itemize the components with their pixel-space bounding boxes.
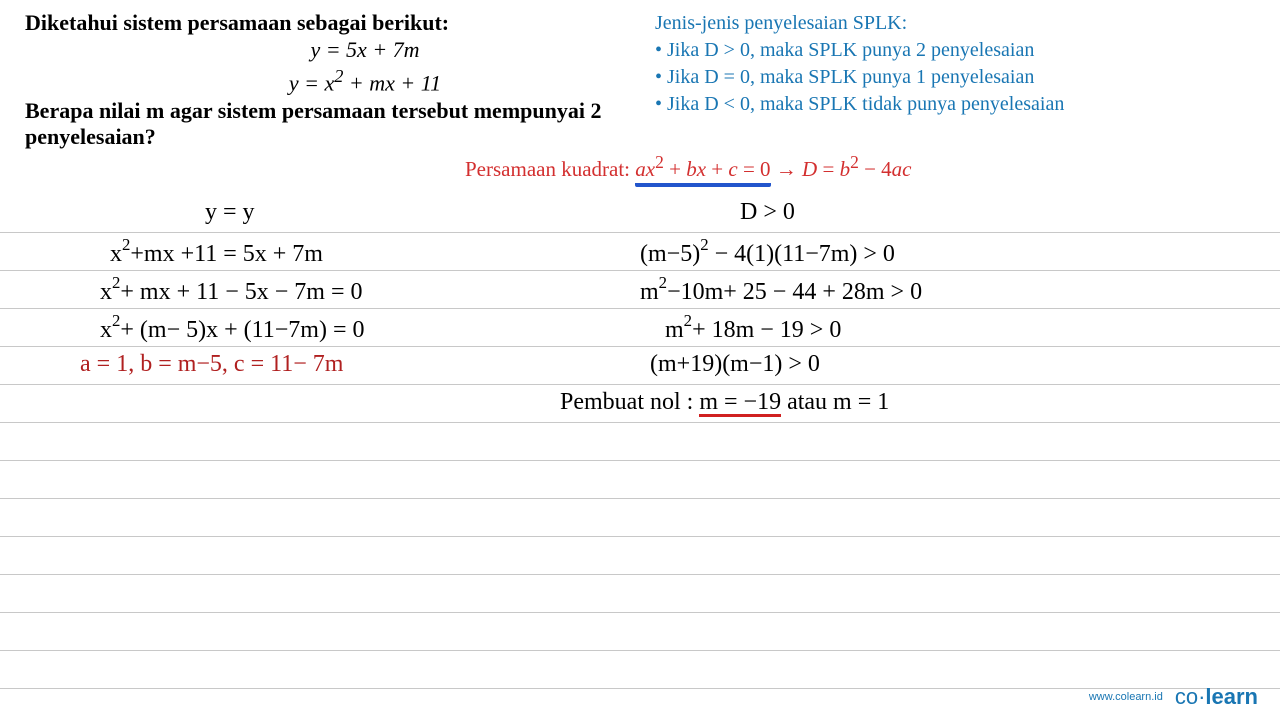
handwriting-line: (m+19)(m−1) > 0 <box>650 351 820 378</box>
handwriting-line: x2+ (m− 5)x + (11−7m) = 0 <box>100 313 364 344</box>
splk-info: Jenis-jenis penyelesaian SPLK: Jika D > … <box>645 10 1255 150</box>
rule-line <box>0 537 1280 575</box>
quadratic-expr: ax2 + bx + c = 0 → D = b2 − 4ac <box>635 157 911 181</box>
problem-title-2: Berapa nilai m agar sistem persamaan ter… <box>25 98 645 124</box>
handwriting-line: Pembuat nol : m = −19 atau m = 1 <box>560 389 889 417</box>
logo-brand: co·learn <box>1175 684 1258 709</box>
problem-title-1: Diketahui sistem persamaan sebagai berik… <box>25 10 645 36</box>
handwriting-line: m2−10m+ 25 − 44 + 28m > 0 <box>640 275 922 306</box>
notebook-area: y = y x2+mx +11 = 5x + 7m x2+ mx + 11 − 5x… <box>0 195 1280 689</box>
handwriting-line: x2+ mx + 11 − 5x − 7m = 0 <box>100 275 363 306</box>
problem-title-3: penyelesaian? <box>25 124 645 150</box>
handwriting-line: x2+mx +11 = 5x + 7m <box>110 237 323 268</box>
logo-area: www.colearn.id co·learn <box>1089 684 1258 710</box>
problem-block: Diketahui sistem persamaan sebagai berik… <box>25 10 645 150</box>
splk-item: Jika D < 0, maka SPLK tidak punya penyel… <box>669 91 1255 118</box>
splk-heading: Jenis-jenis penyelesaian SPLK: <box>655 10 1255 37</box>
splk-list: Jika D > 0, maka SPLK punya 2 penyelesai… <box>655 37 1255 118</box>
handwriting-line: D > 0 <box>740 199 795 226</box>
handwriting-line: a = 1, b = m−5, c = 11− 7m <box>80 351 343 378</box>
rule-line <box>0 423 1280 461</box>
splk-item: Jika D > 0, maka SPLK punya 2 penyelesai… <box>669 37 1255 64</box>
handwriting-line: (m−5)2 − 4(1)(11−7m) > 0 <box>640 237 895 268</box>
equation-1: y = 5x + 7m <box>25 36 645 65</box>
handwriting-line: y = y <box>205 199 255 226</box>
splk-item: Jika D = 0, maka SPLK punya 1 penyelesai… <box>669 64 1255 91</box>
rule-line <box>0 575 1280 613</box>
rule-line <box>0 461 1280 499</box>
quadratic-label: Persamaan kuadrat: <box>465 157 635 181</box>
equation-2: y = x2 + mx + 11 <box>25 65 645 98</box>
logo-url: www.colearn.id <box>1089 691 1163 703</box>
handwriting-line: m2+ 18m − 19 > 0 <box>665 313 841 344</box>
rule-line <box>0 613 1280 651</box>
quadratic-formula: Persamaan kuadrat: ax2 + bx + c = 0 → D … <box>465 152 911 187</box>
rule-line <box>0 195 1280 233</box>
rule-line <box>0 499 1280 537</box>
